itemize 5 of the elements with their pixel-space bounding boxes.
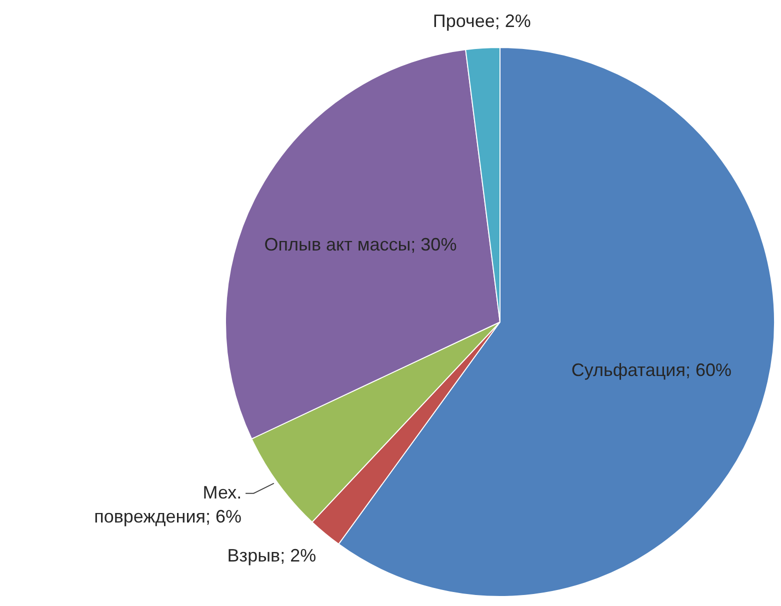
- slice-label: Прочее; 2%: [432, 11, 531, 32]
- slice-label: Оплыв акт массы; 30%: [264, 234, 457, 254]
- slice-label: Мех. повреждения; 6%: [94, 482, 242, 526]
- slice-label: Взрыв; 2%: [227, 545, 316, 566]
- slice-label: Сульфатация; 60%: [571, 360, 732, 380]
